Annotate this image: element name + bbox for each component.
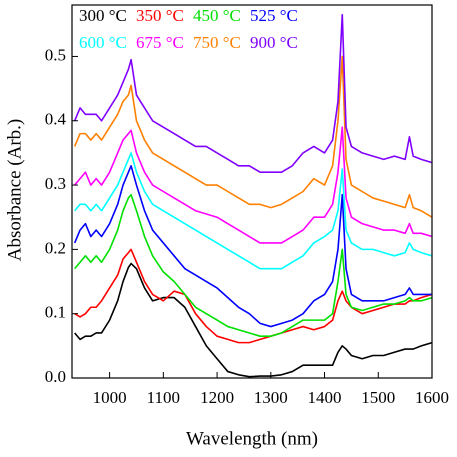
- plot-lines: [73, 13, 432, 378]
- y-tick-label: 0.2: [45, 238, 66, 257]
- x-axis-label: Wavelength (nm): [186, 428, 318, 449]
- series-line: [74, 248, 432, 344]
- legend-entry: 450 °C: [193, 6, 241, 25]
- x-tick-label: 1600: [415, 388, 449, 407]
- x-tick-label: 1300: [254, 388, 288, 407]
- series-line: [74, 193, 432, 337]
- series-line: [73, 13, 432, 174]
- legend-entry: 600 °C: [79, 33, 127, 52]
- series-line: [73, 164, 432, 328]
- y-tick-label: 0.4: [45, 110, 67, 129]
- series-line: [74, 152, 432, 270]
- legend-entry: 525 °C: [250, 6, 298, 25]
- legend-entry: 900 °C: [250, 33, 298, 52]
- legend-entry: 675 °C: [136, 33, 184, 52]
- legend-entry: 750 °C: [193, 33, 241, 52]
- series-line: [74, 126, 432, 244]
- y-axis-label: Absorbance (Arb.): [4, 119, 25, 261]
- y-tick-label: 0.5: [45, 45, 66, 64]
- x-tick-label: 1500: [361, 388, 395, 407]
- y-tick-label: 0.0: [45, 367, 66, 386]
- series-line: [74, 262, 432, 378]
- plot-frame: [71, 4, 433, 379]
- legend-entry: 350 °C: [136, 6, 184, 25]
- series-line: [73, 55, 432, 218]
- x-tick-label: 1200: [200, 388, 234, 407]
- x-tick-label: 1000: [93, 388, 127, 407]
- y-tick-label: 0.1: [45, 303, 66, 322]
- x-tick-label: 1100: [147, 388, 180, 407]
- x-tick-label: 1400: [308, 388, 342, 407]
- legend-entry: 300 °C: [79, 6, 127, 25]
- y-tick-label: 0.3: [45, 174, 66, 193]
